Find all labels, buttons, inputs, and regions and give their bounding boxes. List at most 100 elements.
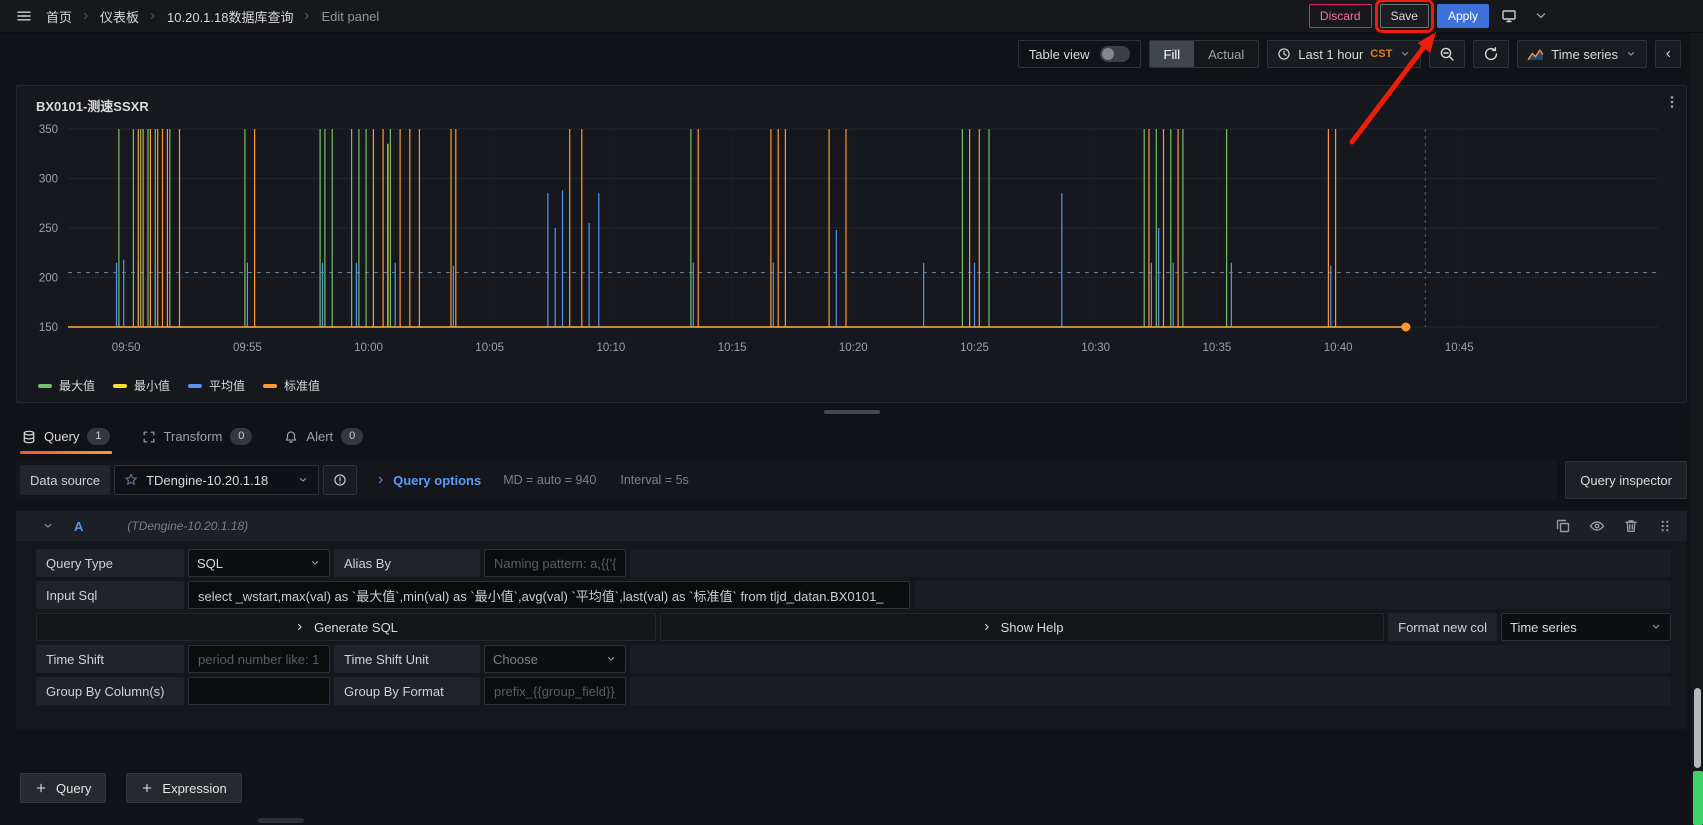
table-view-label: Table view (1028, 46, 1090, 62)
svg-text:10:05: 10:05 (475, 342, 504, 354)
group-by-format-input[interactable] (484, 677, 626, 705)
svg-text:10:00: 10:00 (354, 342, 383, 354)
alert-count-badge: 0 (341, 428, 364, 445)
options-pane-collapse-button[interactable] (1655, 40, 1681, 68)
format-label: Format new col (1388, 613, 1497, 641)
collapse-chevron-icon[interactable] (42, 520, 54, 532)
format-select[interactable]: Time series (1501, 613, 1671, 641)
query-type-label: Query Type (36, 549, 184, 577)
chevron-right-icon (301, 10, 313, 22)
svg-text:10:25: 10:25 (960, 342, 989, 354)
clock-icon (1277, 47, 1291, 61)
discard-button[interactable]: Discard (1308, 4, 1372, 28)
svg-text:350: 350 (39, 124, 58, 136)
chart-legend: 最大值 最小值 平均值 标准值 (26, 375, 1677, 400)
time-range-label: Last 1 hour (1298, 46, 1364, 62)
visualization-picker[interactable]: Time series (1517, 40, 1647, 68)
row-filler (630, 645, 1671, 673)
query-type-select[interactable]: SQL (188, 549, 330, 577)
topbar-expand-button[interactable] (1529, 8, 1553, 24)
table-view-toggle[interactable] (1099, 46, 1130, 62)
vertical-scrollbar[interactable] (1691, 33, 1703, 825)
time-shift-label: Time Shift (36, 645, 184, 673)
time-range-picker[interactable]: Last 1 hour CST (1267, 40, 1422, 68)
scrollbar-thumb[interactable] (1694, 688, 1701, 768)
query-type-row: Query Type SQL Alias By (36, 549, 1671, 577)
datasource-picker[interactable]: TDengine-10.20.1.18 (114, 465, 320, 495)
zoom-out-time-button[interactable] (1429, 40, 1466, 68)
legend-label: 最大值 (59, 379, 96, 393)
timeseries-panel: BX0101-测速SSXR 09:50 09:55 10:00 10:05 10:10 1… (16, 85, 1687, 403)
datasource-help-button[interactable] (323, 465, 358, 495)
fill-option[interactable]: Fill (1149, 41, 1195, 67)
query-editor-body: Query Type SQL Alias By Input Sql Genera… (16, 541, 1687, 705)
datasource-value: TDengine-10.20.1.18 (146, 472, 269, 488)
save-button[interactable]: Save (1374, 0, 1435, 33)
toggle-visibility-icon[interactable] (1589, 518, 1605, 534)
chevron-down-icon (605, 653, 617, 665)
tab-label: Alert (306, 429, 334, 444)
delete-query-icon[interactable] (1623, 518, 1639, 534)
tab-query[interactable]: Query 1 (20, 428, 112, 454)
refresh-button[interactable] (1473, 40, 1510, 68)
actual-option[interactable]: Actual (1208, 46, 1245, 62)
plus-icon (35, 782, 47, 794)
add-expression-button[interactable]: Expression (126, 773, 242, 803)
add-query-button[interactable]: Query (20, 773, 107, 803)
tab-transform[interactable]: Transform 0 (140, 428, 255, 454)
panel-menu-icon[interactable] (1664, 94, 1680, 110)
plus-icon (141, 782, 153, 794)
hamburger-menu-icon[interactable] (16, 8, 32, 24)
tab-label: Transform (163, 429, 223, 444)
tab-alert[interactable]: Alert 0 (282, 428, 365, 454)
datasource-row: Data source TDengine-10.20.1.18 Query op… (16, 461, 1687, 499)
alias-by-input[interactable] (484, 549, 626, 577)
chevron-right-icon (147, 10, 159, 22)
pane-resize-handle[interactable] (823, 410, 880, 414)
query-datasource-hint: (TDengine-10.20.1.18) (127, 519, 249, 533)
timezone-label: CST (1370, 48, 1393, 60)
breadcrumb-dashboard-name[interactable]: 10.20.1.18数据库查询 (167, 9, 294, 25)
time-shift-unit-label: Time Shift Unit (334, 645, 480, 673)
svg-text:10:35: 10:35 (1203, 342, 1232, 354)
apply-button[interactable]: Apply (1436, 4, 1489, 28)
info-circle-icon (333, 473, 347, 487)
scrollbar-green-segment (1693, 771, 1703, 825)
md-summary: MD = auto = 940 (503, 473, 597, 487)
query-inspector-button[interactable]: Query inspector (1565, 461, 1687, 499)
legend-label: 最小值 (134, 379, 171, 393)
svg-text:09:50: 09:50 (112, 342, 141, 354)
legend-item-max[interactable]: 最大值 (38, 377, 95, 394)
time-shift-unit-value: Choose (493, 651, 538, 667)
datasource-label: Data source (20, 465, 111, 495)
show-help-expander[interactable]: Show Help (660, 613, 1385, 641)
add-query-label: Query (56, 780, 92, 796)
breadcrumb-home[interactable]: 首页 (46, 9, 73, 25)
alias-by-label: Alias By (334, 549, 480, 577)
query-row-header[interactable]: A (TDengine-10.20.1.18) (16, 511, 1687, 541)
generate-sql-label: Generate SQL (314, 619, 398, 635)
query-footer: Query Expression (0, 729, 1703, 803)
group-by-format-label: Group By Format (334, 677, 480, 705)
legend-item-avg[interactable]: 平均值 (188, 377, 245, 394)
time-shift-unit-select[interactable]: Choose (484, 645, 626, 673)
chevron-down-icon (1399, 48, 1411, 60)
timeseries-chart[interactable]: 09:50 09:55 10:00 10:05 10:10 10:15 10:20 10:25… (26, 117, 1676, 375)
legend-item-std[interactable]: 标准值 (263, 377, 320, 394)
group-by-input[interactable] (188, 677, 330, 705)
show-help-label: Show Help (1000, 619, 1064, 635)
group-by-row: Group By Column(s) Group By Format (36, 677, 1671, 705)
generate-sql-expander[interactable]: Generate SQL (36, 613, 656, 641)
query-options-expander[interactable]: Query options (375, 473, 481, 488)
tv-mode-button[interactable] (1497, 8, 1521, 24)
duplicate-query-icon[interactable] (1555, 518, 1571, 534)
panel-title[interactable]: BX0101-测速SSXR (36, 99, 149, 114)
add-expression-label: Expression (162, 780, 227, 796)
input-sql-field[interactable] (188, 581, 910, 609)
breadcrumb-dashboards[interactable]: 仪表板 (100, 9, 140, 25)
query-editor-card: A (TDengine-10.20.1.18) Query Type SQL A… (16, 511, 1687, 729)
legend-item-min[interactable]: 最小值 (113, 377, 170, 394)
horizontal-scrollbar-thumb[interactable] (258, 818, 304, 823)
time-shift-input[interactable] (188, 645, 330, 673)
drag-handle-icon[interactable] (1657, 518, 1673, 534)
